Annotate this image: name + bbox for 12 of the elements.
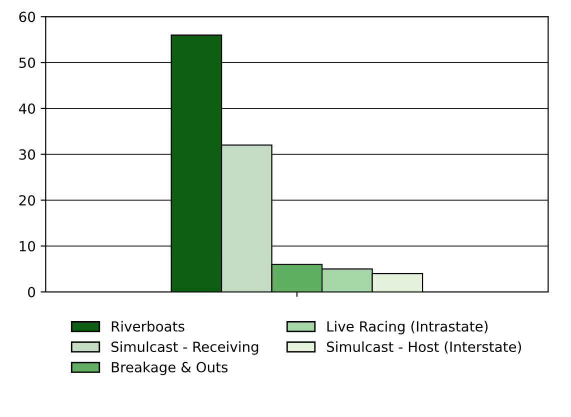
y-tick-label: 40 xyxy=(18,103,36,114)
legend-label: Breakage & Outs xyxy=(112,362,228,376)
legend-label: Simulcast - Receiving xyxy=(111,341,258,355)
y-tick-label: 20 xyxy=(19,195,36,206)
y-tick-label: 10 xyxy=(20,241,36,252)
y-tick-label: 30 xyxy=(19,149,36,160)
y-tick-label: 0 xyxy=(28,286,36,298)
y-tick-label: 60 xyxy=(19,12,36,22)
legend-label: Live Racing (Intrastate) xyxy=(327,320,488,334)
y-tick-label: 50 xyxy=(19,58,36,68)
legend-label: Riverboats xyxy=(112,320,184,332)
legend-label: Simulcast - Host (Interstate) xyxy=(326,341,522,354)
